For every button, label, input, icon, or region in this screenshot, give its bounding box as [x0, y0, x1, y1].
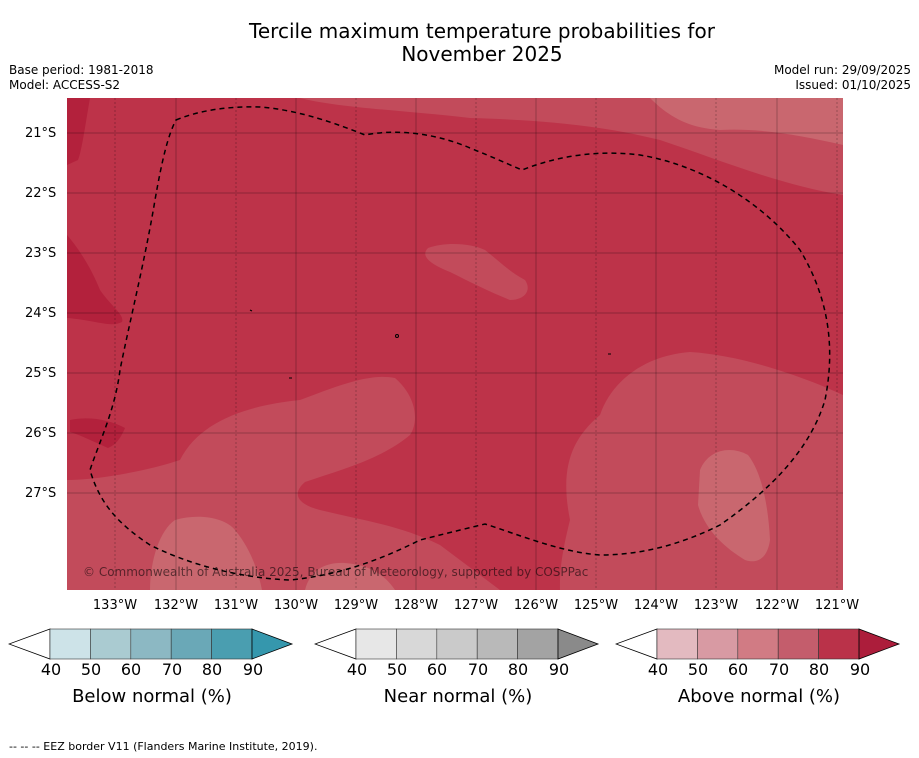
- tick-label: 50: [80, 660, 102, 679]
- issued-date: Issued: 01/10/2025: [795, 78, 911, 92]
- tick-label: 60: [426, 660, 448, 679]
- tick-label: 80: [507, 660, 529, 679]
- lon-label: 121°W: [814, 598, 860, 613]
- base-period: Base period: 1981-2018: [9, 63, 154, 77]
- lat-label: 26°S: [25, 426, 57, 441]
- colorbar-max-arrow: [557, 628, 600, 660]
- lon-label: 132°W: [153, 598, 199, 613]
- lon-label: 123°W: [693, 598, 739, 613]
- colorbar-segment: [90, 628, 132, 660]
- lat-label: 24°S: [25, 306, 57, 321]
- colorbar-min-arrow: [615, 628, 658, 660]
- lon-label: 130°W: [273, 598, 319, 613]
- copyright-notice: © Commonwealth of Australia 2025, Bureau…: [83, 565, 589, 579]
- tick-label: 70: [467, 660, 489, 679]
- band-lower-left-light: [150, 516, 262, 590]
- colorbar-segment: [49, 628, 91, 660]
- lon-label: 131°W: [213, 598, 259, 613]
- title-line-1: Tercile maximum temperature probabilitie…: [249, 19, 715, 43]
- colorbar-segment: [517, 628, 559, 660]
- colorbar-segment: [476, 628, 518, 660]
- tick-label: 40: [647, 660, 669, 679]
- title-line-2: November 2025: [401, 42, 563, 66]
- lat-label: 25°S: [25, 366, 57, 381]
- tick-label: 40: [346, 660, 368, 679]
- lon-label: 125°W: [573, 598, 619, 613]
- colorbar-segment: [436, 628, 478, 660]
- probability-map: [67, 98, 843, 590]
- lon-label: 122°W: [754, 598, 800, 613]
- lon-label: 127°W: [453, 598, 499, 613]
- band-center-blob: [425, 244, 528, 300]
- band-left-edge-low: [70, 418, 125, 448]
- tick-label: 70: [161, 660, 183, 679]
- colorbar-segment: [697, 628, 739, 660]
- eez-legend-note: -- -- -- EEZ border V11 (Flanders Marine…: [9, 740, 318, 753]
- meta-left: Base period: 1981-2018 Model: ACCESS-S2: [9, 63, 154, 93]
- band-top-right-light: [650, 98, 843, 145]
- colorbar-label-below: Below normal (%): [72, 686, 232, 707]
- lon-label: 124°W: [633, 598, 679, 613]
- colorbar-segment: [656, 628, 698, 660]
- lon-label: 133°W: [92, 598, 138, 613]
- colorbar-label-above: Above normal (%): [677, 686, 841, 707]
- colorbar-min-arrow: [314, 628, 357, 660]
- lat-label: 27°S: [25, 486, 57, 501]
- colorbar-max-arrow: [858, 628, 901, 660]
- tick-label: 50: [386, 660, 408, 679]
- tick-label: 60: [120, 660, 142, 679]
- colorbar-near: [314, 628, 600, 660]
- latitude-gridlines: [67, 132, 843, 494]
- colorbar-segment: [355, 628, 397, 660]
- colorbar-segment: [737, 628, 779, 660]
- colorbar-below: [8, 628, 294, 660]
- colorbar-segment: [130, 628, 172, 660]
- lon-label: 128°W: [393, 598, 439, 613]
- tick-label: 90: [548, 660, 570, 679]
- band-left-edge-mid: [67, 235, 123, 325]
- tick-label: 70: [768, 660, 790, 679]
- lon-label: 126°W: [513, 598, 559, 613]
- tick-label: 90: [849, 660, 871, 679]
- band-left-edge-top: [67, 98, 90, 165]
- colorbar-min-arrow: [8, 628, 51, 660]
- band-bottom-light: [305, 562, 395, 590]
- tick-label: 80: [201, 660, 223, 679]
- colorbar-above: [615, 628, 901, 660]
- colorbar-segment: [818, 628, 860, 660]
- colorbar-segment: [777, 628, 819, 660]
- colorbar-max-arrow: [251, 628, 294, 660]
- lat-label: 22°S: [25, 186, 57, 201]
- colorbar-label-near: Near normal (%): [383, 686, 533, 707]
- model-name: Model: ACCESS-S2: [9, 78, 121, 92]
- lat-label: 23°S: [25, 246, 57, 261]
- island-markers: [249, 309, 611, 379]
- lon-label: 129°W: [333, 598, 379, 613]
- tick-label: 90: [242, 660, 264, 679]
- colorbar-segment: [170, 628, 212, 660]
- tick-label: 50: [687, 660, 709, 679]
- meta-right: Model run: 29/09/2025 Issued: 01/10/2025: [774, 63, 911, 93]
- eez-border: [89, 106, 831, 581]
- longitude-gridlines: [114, 98, 838, 590]
- lat-label: 21°S: [25, 126, 57, 141]
- model-run: Model run: 29/09/2025: [773, 63, 911, 77]
- tick-label: 40: [40, 660, 62, 679]
- band-lower-right-light: [698, 450, 770, 562]
- tick-label: 60: [727, 660, 749, 679]
- tick-label: 80: [808, 660, 830, 679]
- colorbar-segment: [396, 628, 438, 660]
- colorbar-segment: [211, 628, 253, 660]
- map-title: Tercile maximum temperature probabilitie…: [0, 20, 919, 66]
